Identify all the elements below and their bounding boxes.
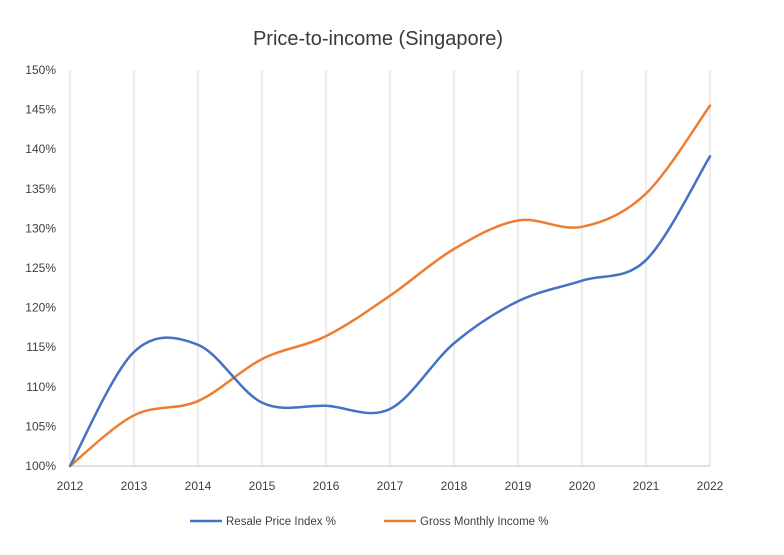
x-tick-label: 2015 [249, 479, 276, 493]
legend-item-resale: Resale Price Index % [190, 516, 336, 528]
y-tick-label: 125% [25, 261, 56, 275]
x-tick-label: 2017 [377, 479, 404, 493]
x-tick-label: 2013 [121, 479, 148, 493]
x-tick-label: 2019 [505, 479, 532, 493]
x-tick-label: 2022 [697, 479, 724, 493]
series-line-resale-price-index [68, 155, 712, 468]
series-line-gross-monthly-income [68, 104, 712, 468]
chart-title: Price-to-income (Singapore) [253, 28, 503, 50]
y-tick-label: 105% [25, 419, 56, 433]
x-tick-label: 2020 [569, 479, 596, 493]
series-lines [68, 104, 712, 468]
legend: Resale Price Index % Gross Monthly Incom… [190, 516, 548, 528]
x-tick-label: 2021 [633, 479, 660, 493]
y-tick-label: 135% [25, 182, 56, 196]
axes: 2012 2013 2014 2015 2016 2017 2018 2019 2020 2021… [25, 63, 723, 493]
x-tick-label: 2018 [441, 479, 468, 493]
y-tick-label: 145% [25, 103, 56, 117]
legend-item-income: Gross Monthly Income % [384, 516, 548, 528]
y-tick-label: 130% [25, 221, 56, 235]
grid-lines [69, 70, 711, 466]
y-tick-label: 150% [25, 63, 56, 77]
y-tick-label: 115% [26, 340, 56, 354]
x-tick-label: 2012 [57, 479, 84, 493]
y-tick-label: 120% [25, 301, 56, 315]
y-tick-label: 100% [25, 459, 56, 473]
legend-label-income: Gross Monthly Income % [420, 516, 548, 528]
x-tick-label: 2016 [313, 479, 340, 493]
y-tick-label: 110% [26, 380, 56, 394]
y-tick-label: 140% [25, 142, 56, 156]
x-tick-label: 2014 [185, 479, 212, 493]
legend-label-resale: Resale Price Index % [226, 516, 336, 528]
